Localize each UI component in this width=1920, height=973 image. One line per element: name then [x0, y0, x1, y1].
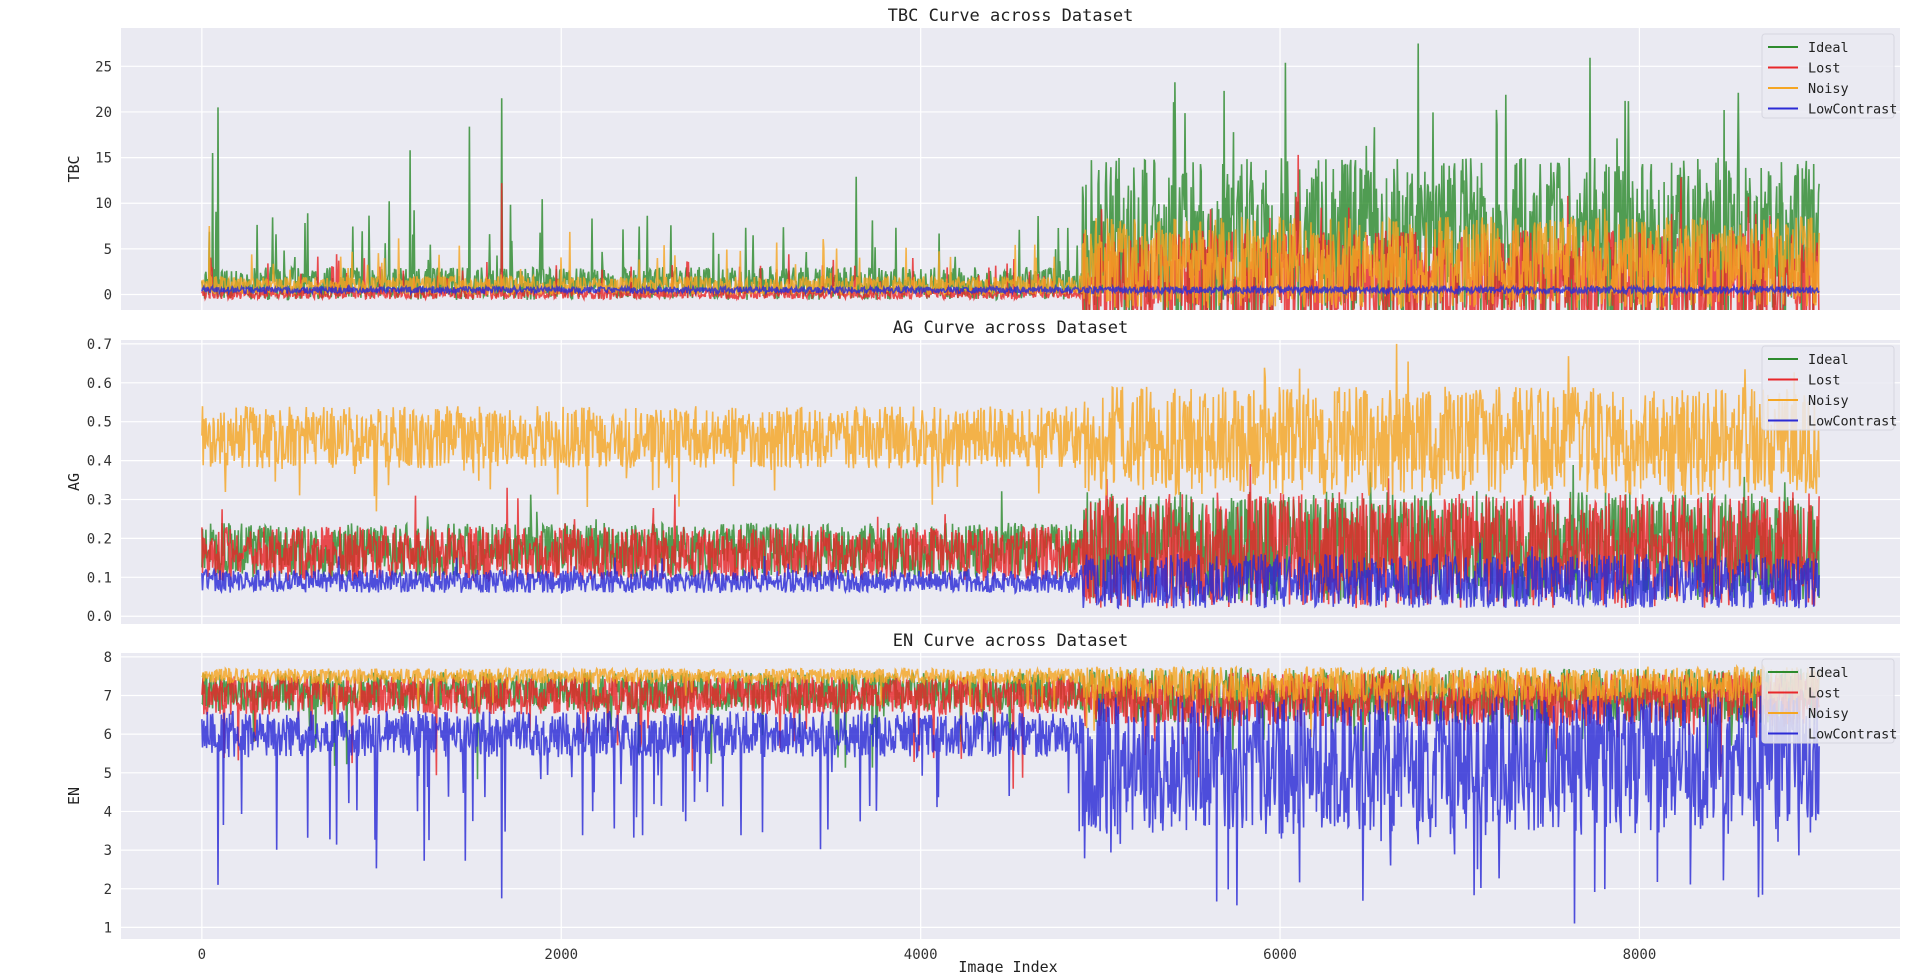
y-tick-label: 0.2: [87, 531, 112, 547]
series-line-noisy: [201, 208, 1820, 309]
series-line-noisy: [201, 663, 1820, 738]
legend-label: LowContrast: [1808, 414, 1897, 430]
series-line-lowcontrast: [201, 695, 1820, 924]
y-tick-label: 8: [104, 650, 112, 666]
x-tick-label: 8000: [1623, 947, 1657, 963]
y-tick-label: 2: [104, 882, 112, 898]
legend-label: Ideal: [1808, 352, 1849, 368]
x-tick-label: 4000: [904, 947, 938, 963]
subplot-ag: 0.0 0.1 0.2 0.3 0.4 0.5 0.6 0.7 AG Curve across …: [65, 318, 1900, 625]
y-tick-label: 0.7: [87, 337, 112, 353]
x-tick-label: 2000: [544, 947, 578, 963]
y-tick-label: 0.6: [87, 376, 112, 392]
y-tick-label: 3: [104, 843, 112, 859]
y-tick-label: 0.4: [87, 454, 112, 470]
y-tick-label: 1: [104, 920, 112, 936]
x-axis-label: Image Index: [958, 958, 1057, 973]
legend-label: Lost: [1808, 61, 1841, 77]
y-tick-label: 0.1: [87, 570, 112, 586]
series-line-lowcontrast: [201, 537, 1820, 610]
y-tick-label: 15: [95, 151, 112, 167]
y-tick-label: 6: [104, 727, 112, 743]
chart-title: TBC Curve across Dataset: [888, 6, 1134, 26]
y-tick-label: 20: [95, 105, 112, 121]
y-axis-label: TBC: [65, 155, 83, 182]
y-tick-label: 0.5: [87, 415, 112, 431]
legend-label: Ideal: [1808, 40, 1849, 56]
legend: Ideal Lost Noisy LowContrast: [1761, 345, 1897, 431]
x-tick-label: 0: [198, 947, 206, 963]
y-axis-label: AG: [65, 473, 83, 491]
legend: Ideal Lost Noisy LowContrast: [1761, 658, 1897, 744]
series-group: [201, 663, 1820, 924]
series-line-lost: [201, 672, 1820, 789]
subplot-en: 1 2 3 4 5 6 7 8 0 2000 4000 6000 8000 EN Curve across…: [65, 631, 1900, 963]
y-tick-label: 0.3: [87, 493, 112, 509]
legend-label: Noisy: [1808, 393, 1849, 409]
legend-label: Lost: [1808, 686, 1841, 702]
chart-title: EN Curve across Dataset: [893, 631, 1128, 651]
series-line-ideal: [201, 666, 1820, 780]
y-tick-label: 4: [104, 804, 112, 820]
series-group: [201, 43, 1820, 310]
series-line-lowcontrast: [201, 283, 1820, 297]
x-tick-label: 6000: [1263, 947, 1297, 963]
legend-box: [1761, 33, 1895, 119]
series-line-noisy: [201, 343, 1820, 512]
chart-title: AG Curve across Dataset: [893, 318, 1128, 338]
legend-label: LowContrast: [1808, 102, 1897, 118]
y-tick-label: 5: [104, 766, 112, 782]
legend-label: LowContrast: [1808, 727, 1897, 743]
y-tick-label: 7: [104, 689, 112, 705]
y-tick-label: 10: [95, 196, 112, 212]
subplot-tbc: 0 5 10 15 20 25 TBC Curve across Dataset TBC Ide…: [65, 6, 1900, 310]
legend-box: [1761, 345, 1895, 431]
legend-label: Noisy: [1808, 81, 1849, 97]
legend-label: Noisy: [1808, 706, 1849, 722]
legend: Ideal Lost Noisy LowContrast: [1761, 33, 1897, 119]
y-tick-label: 25: [95, 59, 112, 75]
y-tick-label: 0.0: [87, 609, 112, 625]
y-tick-label: 5: [104, 242, 112, 258]
y-tick-label: 0: [104, 287, 112, 303]
legend-label: Lost: [1808, 373, 1841, 389]
y-axis-label: EN: [65, 787, 83, 805]
legend-label: Ideal: [1808, 665, 1849, 681]
legend-box: [1761, 658, 1895, 744]
series-group: [201, 343, 1820, 610]
